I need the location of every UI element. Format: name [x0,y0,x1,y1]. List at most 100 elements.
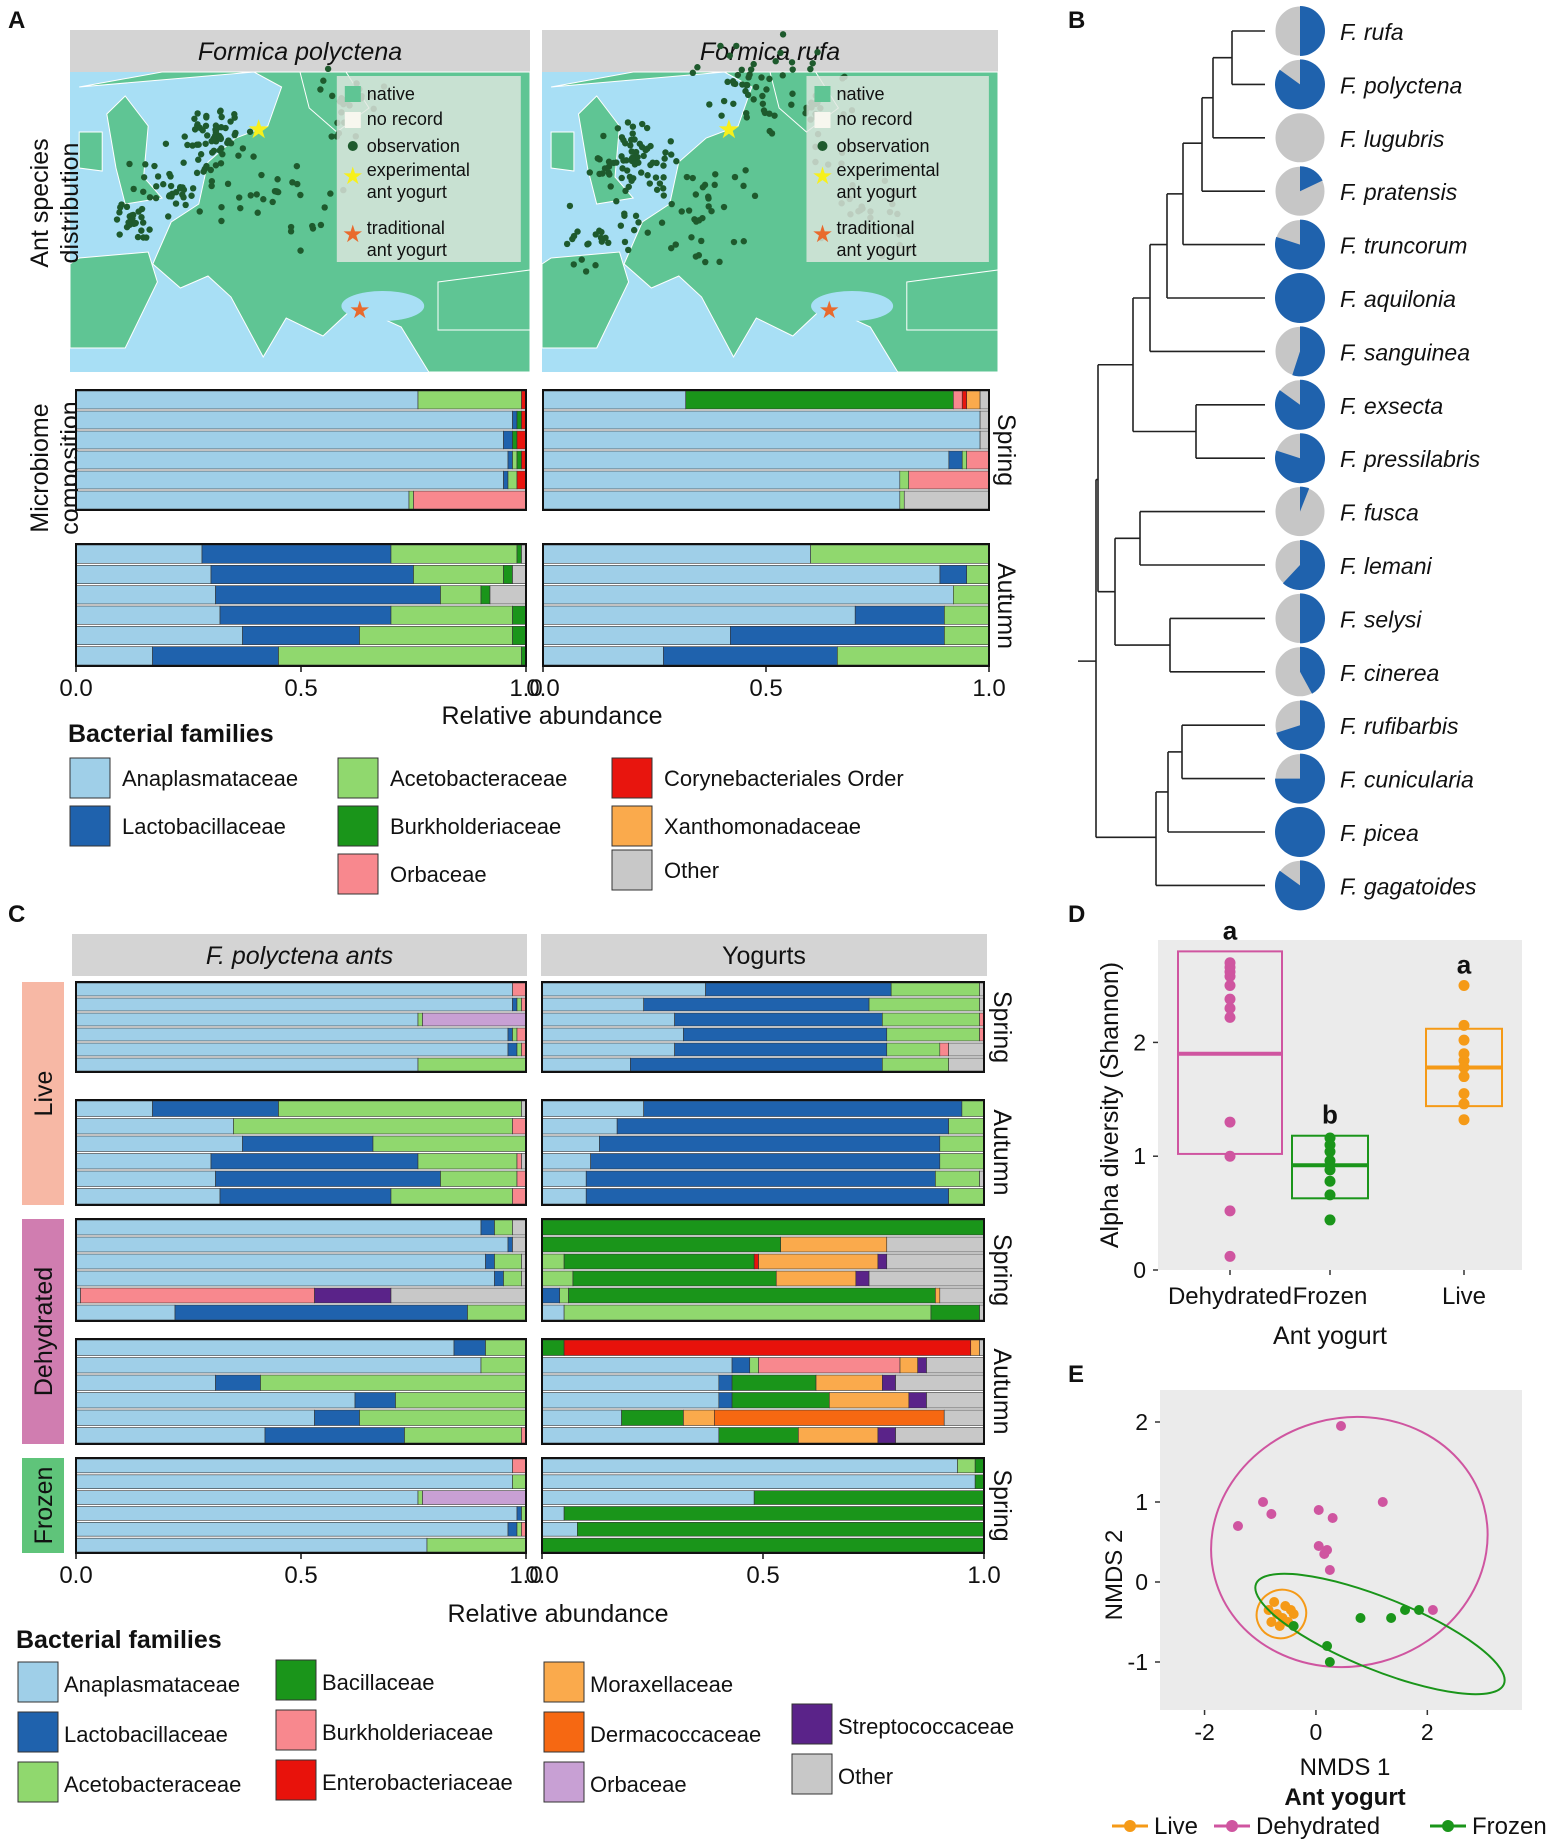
bar-segment [75,1027,509,1042]
map-observation [172,188,180,196]
bar-segment [630,1057,883,1072]
a-right-tick: 0.5 [749,675,782,702]
c-season-label: Autumn [988,1348,1016,1434]
legend-observation-dot [347,141,358,151]
pie-slice [1275,273,1325,323]
map-land [550,131,575,172]
c-group-label: Live [30,1071,58,1117]
e-point [1377,1497,1388,1507]
map-observation [146,194,154,201]
map-observation [293,162,301,170]
map-observation [607,183,614,190]
map-star-traditional: ★ [349,297,371,324]
bar-segment [882,1012,980,1027]
bar-segment [210,1153,419,1170]
a-legend-swatch [611,757,653,799]
d-point [1324,1164,1336,1176]
row-label-microbiome-1: Microbiome [26,403,54,532]
bar-segment [882,1374,896,1391]
a-legend-swatch [337,853,379,895]
map-observation [605,239,612,247]
a-legend-label: Burkholderiaceae [390,814,561,839]
bar-segment [903,490,990,510]
bar-segment [75,1042,509,1057]
e-point [1319,1549,1330,1559]
bar-segment [516,1522,522,1537]
a-legend-swatch [69,757,111,799]
bar-segment [749,1357,759,1374]
map-observation [668,151,675,158]
map-observation [218,203,225,211]
map-black-sea [341,291,425,321]
map-observation [720,203,728,211]
map-observation [598,228,605,236]
map-observation [730,238,738,246]
species-label: F. aquilonia [1340,286,1456,312]
map-title-polyctena [70,30,530,72]
map-observation [716,258,723,266]
pie-1 [1274,58,1326,110]
e-ellipse [1255,1588,1308,1640]
bar-segment [559,1287,569,1304]
map-observation [208,178,216,185]
bar-segment [219,1188,392,1205]
d-point [1224,1205,1236,1217]
d-point [1458,1071,1470,1083]
map-observation [766,127,773,135]
map-observation [610,159,617,167]
bar-segment [979,410,990,430]
c-left-tick: 1.0 [509,1562,542,1589]
map-observation [699,184,707,191]
bars-c-ants-frozen-spring [75,1457,527,1554]
species-label: F. gagatoides [1340,873,1477,899]
map-black-sea [811,291,894,321]
d-point [1224,1116,1236,1128]
map-observation [635,219,642,226]
bar-segment [563,1339,972,1356]
map-observation [685,207,693,214]
c-legend-swatch [275,1659,317,1701]
map-observation [191,115,198,122]
bar-segment [718,1374,733,1391]
map-observation [134,233,142,241]
bar-segment [75,982,513,997]
bar-segment [541,1188,587,1205]
d-sig-letter: a [1457,950,1472,980]
d-sig-letter: a [1223,915,1238,945]
map-observation [116,209,123,216]
bar-segment [908,470,990,490]
e-point [1327,1513,1338,1523]
bar-segment [714,1409,945,1426]
map-observation [250,153,257,160]
bar-segment [966,565,990,584]
a-left-tick: 0.5 [284,675,317,702]
bar-segment [417,1490,423,1505]
bar-segment [541,1458,958,1474]
bar-segment [507,1236,513,1253]
bar-segment [75,605,221,625]
map-observation [738,66,745,74]
bar-segment [404,1427,522,1444]
c-legend-swatch [791,1753,833,1795]
bars-c-ants-dehydrated-autumn [75,1338,527,1445]
bar-segment [75,450,509,470]
bar-segment [219,605,392,625]
pie-3 [1274,165,1326,217]
map-observation [297,191,304,199]
bar-segment [948,450,963,470]
e-x-tick-label: 2 [1421,1719,1434,1745]
bar-segment [507,470,518,490]
pie-8 [1274,432,1326,484]
pie-12 [1274,646,1326,698]
bar-segment [572,1270,777,1287]
c-season-label: Spring [988,1469,1016,1541]
c-season-label: Spring [988,1234,1016,1306]
map-observation [167,182,175,190]
bar-segment [507,1522,518,1537]
map-observation [712,171,719,178]
bar-segment [426,1537,527,1553]
bar-segment [943,1409,985,1426]
species-label: F. polyctena [1340,72,1462,98]
bar-segment [674,1012,883,1027]
bar-segment [75,1374,216,1391]
